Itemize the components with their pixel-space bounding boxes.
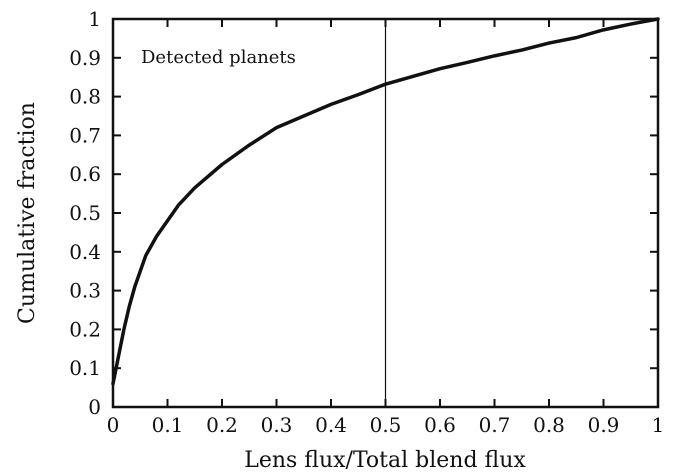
x-tick-label: 0.9 <box>588 413 620 437</box>
annotation-detected-planets: Detected planets <box>141 47 296 68</box>
x-axis-tick-labels: 0 0.1 0.2 0.3 0.4 0.5 0.6 0.7 0.8 0.9 1 <box>107 413 665 437</box>
x-tick-label: 0.2 <box>206 413 238 437</box>
x-tick-label: 0.5 <box>370 413 402 437</box>
y-tick-label: 0.8 <box>69 85 101 109</box>
y-tick-label: 0.3 <box>69 279 101 303</box>
y-tick-label: 0.9 <box>69 46 101 70</box>
y-tick-label: 0.7 <box>69 123 101 147</box>
x-tick-label: 0.1 <box>152 413 184 437</box>
series-line <box>111 17 660 386</box>
x-tick-label: 0.3 <box>261 413 293 437</box>
y-tick-label: 1 <box>88 7 101 31</box>
y-tick-label: 0.2 <box>69 317 101 341</box>
y-tick-label: 0.4 <box>69 240 101 264</box>
x-tick-label: 0 <box>107 413 120 437</box>
y-tick-label: 0.5 <box>69 201 101 225</box>
x-tick-label: 1 <box>652 413 665 437</box>
y-tick-label: 0.1 <box>69 356 101 380</box>
y-tick-label: 0.6 <box>69 162 101 186</box>
y-axis-tick-labels: 0 0.1 0.2 0.3 0.4 0.5 0.6 0.7 0.8 0.9 1 <box>69 7 101 419</box>
x-tick-label: 0.8 <box>533 413 565 437</box>
x-tick-label: 0.4 <box>315 413 347 437</box>
y-tick-label: 0 <box>88 395 101 419</box>
x-tick-label: 0.7 <box>479 413 511 437</box>
x-tick-label: 0.6 <box>424 413 456 437</box>
x-axis-label: Lens flux/Total blend flux <box>244 448 526 473</box>
y-axis-label: Cumulative fraction <box>15 102 40 324</box>
